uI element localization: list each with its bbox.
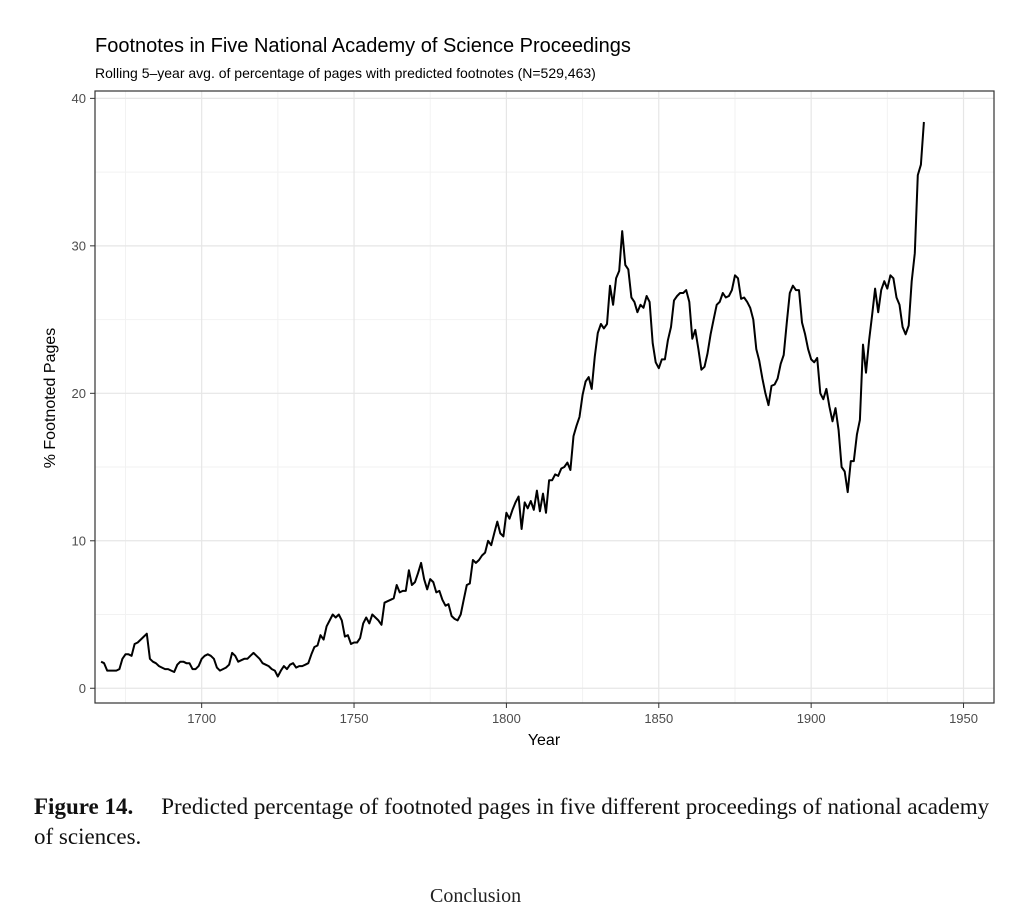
y-axis: 0 10 20 30 40 bbox=[72, 91, 95, 696]
x-tick-label: 1900 bbox=[797, 711, 826, 726]
y-tick-label: 10 bbox=[72, 533, 86, 548]
x-tick-label: 1950 bbox=[949, 711, 978, 726]
y-tick-label: 30 bbox=[72, 238, 86, 253]
chart-title: Footnotes in Five National Academy of Sc… bbox=[95, 35, 631, 57]
figure-caption: Figure 14. Predicted percentage of footno… bbox=[34, 792, 994, 852]
grid-major bbox=[95, 91, 994, 703]
y-axis-title: % Footnoted Pages bbox=[42, 328, 59, 469]
y-tick-label: 20 bbox=[72, 386, 86, 401]
x-axis-title: Year bbox=[528, 732, 561, 749]
y-tick-label: 0 bbox=[79, 681, 86, 696]
plot-panel-border bbox=[94, 90, 995, 704]
series-line-footnoted-pages bbox=[100, 121, 925, 678]
x-tick-label: 1800 bbox=[492, 711, 521, 726]
x-tick-label: 1850 bbox=[644, 711, 673, 726]
x-tick-label: 1750 bbox=[340, 711, 369, 726]
figure-label: Figure 14. bbox=[34, 794, 134, 819]
y-tick-label: 40 bbox=[72, 91, 86, 106]
grid-minor bbox=[95, 91, 994, 703]
line-chart: Footnotes in Five National Academy of Sc… bbox=[42, 35, 995, 749]
x-axis: 1700 1750 1800 1850 1900 1950 bbox=[187, 703, 978, 726]
page-fragment-heading: Conclusion bbox=[430, 885, 522, 907]
chart-subtitle: Rolling 5–year avg. of percentage of pag… bbox=[95, 65, 596, 81]
figure-caption-text: Predicted percentage of footnoted pages … bbox=[34, 794, 990, 849]
x-tick-label: 1700 bbox=[187, 711, 216, 726]
